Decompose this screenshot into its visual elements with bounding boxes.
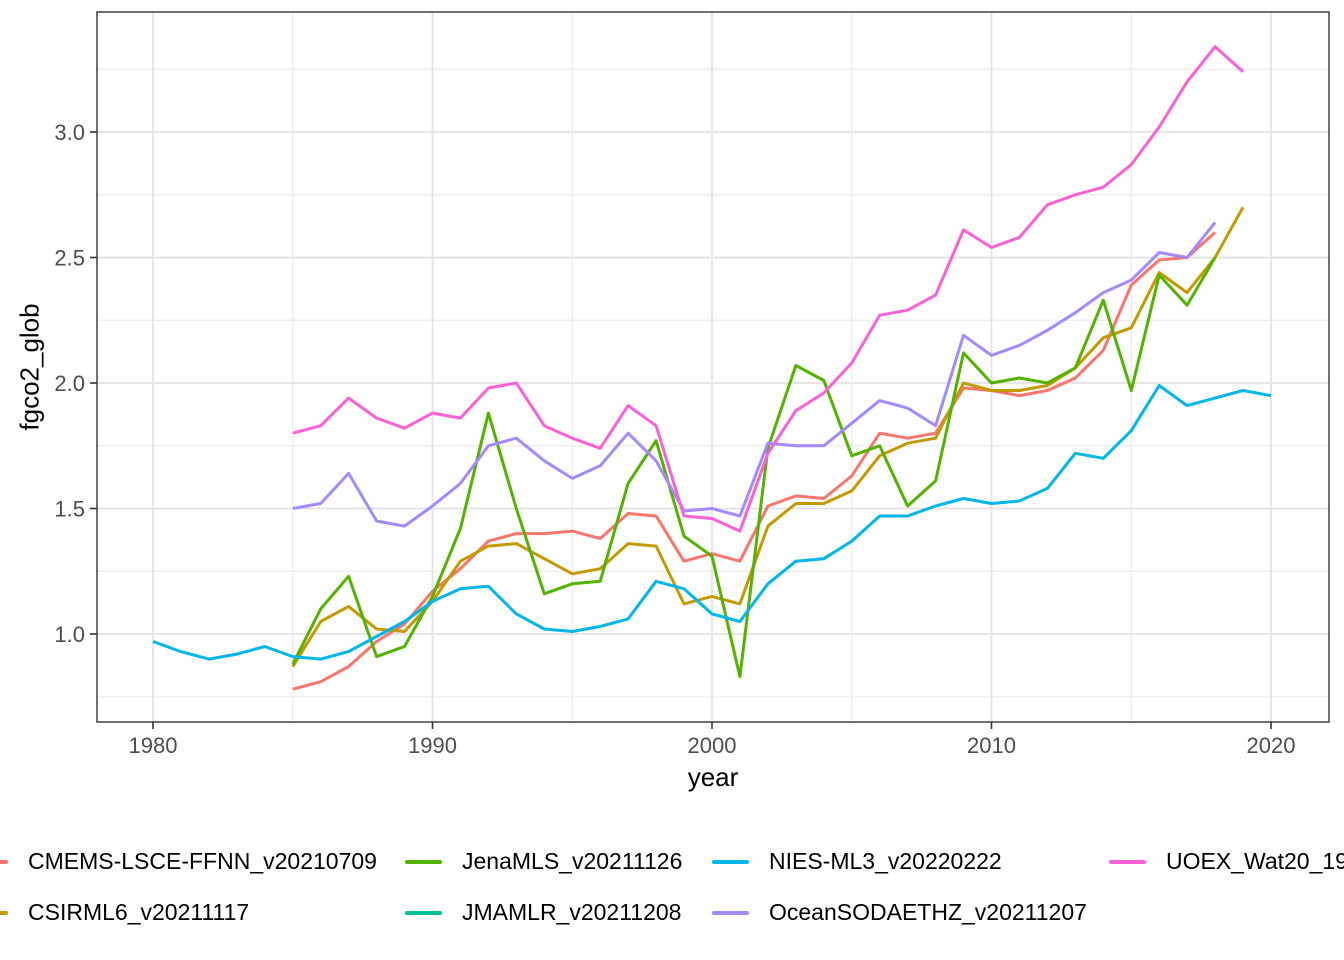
- x-axis-title: year: [687, 762, 739, 792]
- series-line-OceanSODAETHZ_v20211207: [292, 221, 1217, 528]
- y-tick-label: 2.0: [54, 371, 85, 396]
- legend-key-UOEX_Wat20_19: [1109, 860, 1146, 864]
- x-tick-label: 1980: [129, 733, 178, 758]
- x-tick-label: 1990: [408, 733, 457, 758]
- legend-key-CMEMS-LSCE-FFNN_v20210709: [0, 860, 8, 864]
- legend-key-JenaMLS_v20211126: [405, 860, 442, 864]
- legend-key-OceanSODAETHZ_v20211207: [712, 911, 749, 915]
- series-line-NIES-ML3_v20220222: [152, 384, 1272, 661]
- legend-label-JMAMLR_v20211208: JMAMLR_v20211208: [462, 899, 682, 925]
- series-line-CSIRML6_v20211117: [291, 206, 1245, 668]
- legend-label-CMEMS-LSCE-FFNN_v20210709: CMEMS-LSCE-FFNN_v20210709: [28, 848, 377, 874]
- legend-key-JMAMLR_v20211208: [405, 911, 442, 915]
- series-line-UOEX_Wat20_19: [292, 45, 1245, 533]
- y-tick-label: 3.0: [54, 120, 85, 145]
- series-line-JenaMLS_v20211126: [291, 256, 1217, 679]
- legend-label-UOEX_Wat20_19: UOEX_Wat20_19: [1166, 848, 1344, 874]
- y-tick-label: 1.5: [54, 497, 85, 522]
- y-tick-label: 1.0: [54, 622, 85, 647]
- series-group: [152, 45, 1272, 691]
- legend-label-OceanSODAETHZ_v20211207: OceanSODAETHZ_v20211207: [769, 899, 1087, 925]
- line-chart-panel: 1980 1990 2000 2010 2020 1.0 1.5 2.0 2.5 3.0: [54, 11, 1330, 758]
- x-tick-label: 2020: [1247, 733, 1296, 758]
- legend-key-NIES-ML3_v20220222: [712, 860, 749, 864]
- x-tick-label: 2010: [967, 733, 1016, 758]
- legend-label-NIES-ML3_v20220222: NIES-ML3_v20220222: [769, 848, 1002, 874]
- panel-border: [96, 11, 1330, 723]
- y-tick-label: 2.5: [54, 246, 85, 271]
- legend-key-CSIRML6_v20211117: [0, 911, 8, 915]
- y-axis-title: fgco2_glob: [14, 303, 45, 431]
- x-tick-label: 2000: [688, 733, 737, 758]
- legend-label-JenaMLS_v20211126: JenaMLS_v20211126: [462, 848, 683, 874]
- legend-label-CSIRML6_v20211117: CSIRML6_v20211117: [28, 899, 250, 925]
